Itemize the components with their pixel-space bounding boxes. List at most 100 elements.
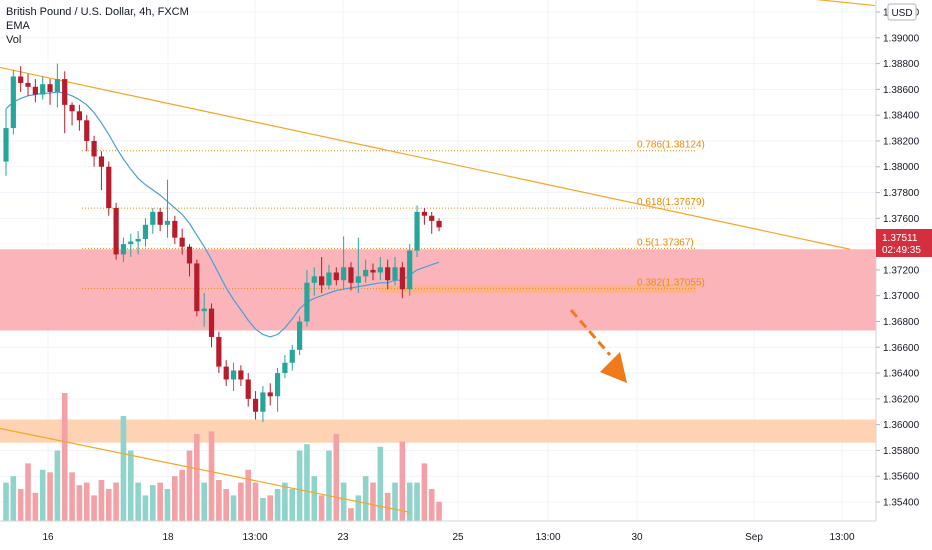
candle: [216, 331, 222, 374]
candle: [40, 76, 46, 100]
trendline-layer[interactable]: [0, 0, 876, 513]
candle: [113, 202, 119, 260]
volume-bar: [318, 495, 325, 521]
volume-bar: [39, 469, 46, 521]
volume-bar: [436, 501, 442, 521]
candle-body: [252, 398, 259, 412]
candle: [25, 73, 31, 96]
candle: [230, 362, 237, 392]
trendline: [815, 0, 876, 7]
candle: [289, 344, 295, 371]
candle: [392, 257, 398, 286]
trendline: [0, 427, 411, 513]
candle: [267, 383, 273, 406]
zones-layer: [0, 249, 876, 443]
candle: [333, 267, 339, 286]
x-tick-label: 13:00: [829, 532, 854, 543]
y-tick-label: 1.38000: [883, 162, 920, 173]
volume-bar: [186, 450, 193, 521]
candle-body: [98, 156, 105, 167]
price-axis[interactable]: 1.392001.390001.388001.386001.384001.382…: [876, 8, 920, 509]
candle: [326, 264, 332, 290]
candle: [157, 208, 163, 232]
time-axis[interactable]: 16 18 13:00 23 25 13:00 30 Sep 13:00: [42, 532, 855, 543]
volume-bar: [3, 482, 9, 521]
chart-legend: British Pound / U.S. Dollar, 4h, FXCM EM…: [6, 5, 189, 47]
volume-bar: [113, 482, 119, 521]
x-tick-label: Sep: [745, 532, 763, 543]
y-tick-label: 1.37000: [883, 291, 920, 302]
volume-bar: [304, 444, 310, 521]
volume-indicator-label[interactable]: Vol: [6, 34, 22, 46]
y-tick-label: 1.38400: [883, 111, 920, 122]
volume-bar: [98, 480, 105, 521]
candle: [348, 262, 354, 291]
candle: [208, 303, 215, 348]
candle-body: [142, 224, 149, 239]
candle-body: [164, 220, 171, 225]
volume-bar: [289, 489, 296, 521]
candle-body: [370, 269, 376, 273]
y-tick-label: 1.39000: [883, 33, 920, 44]
volume-bar: [61, 393, 68, 521]
candle-body: [208, 308, 215, 337]
candle-body: [150, 211, 156, 225]
candle-body: [106, 166, 112, 208]
volume-bar: [245, 469, 252, 521]
volume-bar: [164, 489, 171, 521]
currency-label[interactable]: USD: [887, 3, 917, 21]
volume-bar: [172, 476, 178, 521]
candle: [245, 373, 251, 407]
candle: [252, 391, 259, 420]
candle: [91, 135, 97, 167]
x-tick-label: 18: [162, 532, 174, 543]
fib-label: 0.382(1.37055): [637, 278, 705, 289]
candle: [69, 102, 75, 126]
candle-body: [363, 269, 369, 277]
candle-body: [179, 237, 185, 247]
volume-bar: [370, 482, 376, 521]
y-tick-label: 1.35600: [883, 472, 920, 483]
fib-layer: 0.786(1.38124) 0.618(1.37679) 0.5(1.37367)…: [82, 140, 705, 290]
candle: [399, 262, 405, 299]
candle: [128, 233, 134, 257]
x-tick-label: 16: [42, 532, 54, 543]
volume-bar: [428, 489, 435, 521]
y-tick-label: 1.36800: [883, 317, 920, 328]
candle: [150, 208, 156, 234]
volume-bar: [296, 450, 303, 521]
y-tick-label: 1.37200: [883, 265, 920, 276]
volume-bar: [340, 482, 347, 521]
candle-body: [385, 267, 391, 281]
y-tick-label: 1.38600: [883, 85, 920, 96]
arrow-annotation[interactable]: [569, 309, 627, 383]
candle: [238, 365, 244, 386]
y-tick-label: 1.37600: [883, 214, 920, 225]
y-tick-label: 1.36000: [883, 420, 920, 431]
candle-body: [47, 84, 53, 92]
candle-body: [238, 370, 244, 380]
candle-body: [407, 250, 413, 290]
volume-bar: [120, 416, 127, 521]
volume-bar: [25, 463, 31, 521]
volume-bar: [179, 469, 185, 521]
zone-small: [380, 285, 696, 294]
volume-bar: [252, 482, 259, 521]
candle: [297, 316, 303, 355]
ema-indicator-label[interactable]: EMA: [6, 20, 30, 32]
symbol-title[interactable]: British Pound / U.S. Dollar, 4h, FXCM: [6, 6, 189, 18]
candle-body: [377, 267, 383, 273]
candle: [62, 71, 68, 134]
candle: [274, 367, 281, 412]
y-tick-label: 1.38200: [883, 136, 920, 147]
candle: [84, 115, 90, 152]
candle: [341, 236, 347, 290]
candle: [179, 228, 185, 255]
candle-body: [429, 215, 435, 221]
volume-bar: [10, 476, 17, 521]
candle: [319, 257, 325, 294]
volume-bar: [47, 472, 53, 521]
candle-body: [392, 267, 398, 281]
candle: [201, 293, 207, 327]
